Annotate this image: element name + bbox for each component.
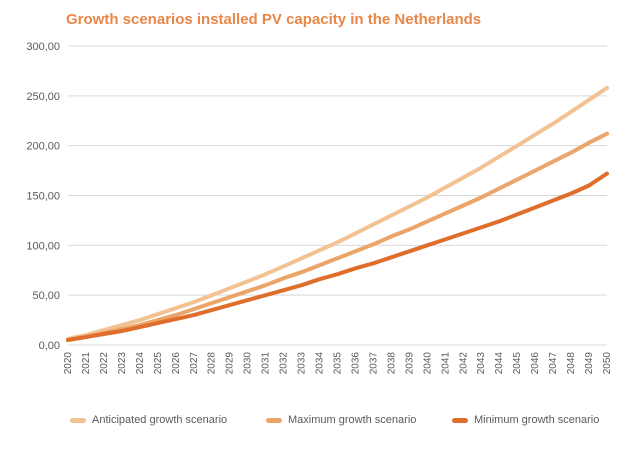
x-tick-label: 2023 bbox=[117, 352, 128, 375]
x-tick-label: 2044 bbox=[494, 352, 505, 375]
legend: Anticipated growth scenario Maximum grow… bbox=[0, 414, 640, 434]
x-tick-label: 2036 bbox=[350, 352, 361, 375]
x-tick-label: 2029 bbox=[225, 352, 236, 375]
x-tick-label: 2041 bbox=[440, 352, 451, 375]
legend-swatch-minimum bbox=[452, 417, 468, 423]
x-tick-label: 2035 bbox=[333, 352, 344, 375]
x-tick-label: 2022 bbox=[99, 352, 110, 375]
x-tick-label: 2027 bbox=[189, 352, 200, 375]
x-tick-label: 2032 bbox=[279, 352, 290, 375]
x-tick-label: 2030 bbox=[243, 352, 254, 375]
y-tick-label: 250,00 bbox=[26, 91, 60, 103]
x-tick-label: 2049 bbox=[584, 352, 595, 375]
legend-label-maximum: Maximum growth scenario bbox=[288, 414, 417, 426]
y-tick-label: 0,00 bbox=[39, 340, 60, 352]
y-axis-ticks: 0,00 50,00 100,00 150,00 200,00 250,00 300,00 bbox=[26, 41, 60, 352]
x-tick-label: 2026 bbox=[171, 352, 182, 375]
legend-label-anticipated: Anticipated growth scenario bbox=[92, 414, 228, 426]
series-line-minimum bbox=[66, 171, 609, 342]
x-tick-label: 2020 bbox=[63, 352, 74, 375]
y-tick-label: 50,00 bbox=[32, 290, 60, 302]
y-tick-label: 200,00 bbox=[26, 141, 60, 153]
legend-item-maximum: Maximum growth scenario bbox=[266, 414, 416, 426]
x-tick-label: 2037 bbox=[368, 352, 379, 375]
grid-lines bbox=[68, 45, 607, 346]
y-tick-label: 150,00 bbox=[26, 191, 60, 203]
x-tick-label: 2031 bbox=[261, 352, 272, 375]
legend-swatch-maximum bbox=[266, 417, 282, 423]
x-tick-label: 2025 bbox=[153, 352, 164, 375]
x-tick-label: 2045 bbox=[512, 352, 523, 375]
y-tick-label: 100,00 bbox=[26, 240, 60, 252]
series-line-anticipated bbox=[66, 85, 609, 341]
series-lines bbox=[66, 85, 609, 342]
x-tick-label: 2033 bbox=[297, 352, 308, 375]
x-tick-label: 2024 bbox=[135, 352, 146, 375]
x-axis-ticks: 2020 2021 2022 2023 2024 2025 2026 2027 2028 2029… bbox=[63, 352, 613, 375]
y-tick-label: 300,00 bbox=[26, 41, 60, 53]
chart-title: Growth scenarios installed PV capacity i… bbox=[66, 11, 482, 28]
legend-item-anticipated: Anticipated growth scenario bbox=[70, 414, 227, 426]
series-line-maximum bbox=[66, 131, 609, 342]
legend-item-minimum: Minimum growth scenario bbox=[452, 414, 599, 426]
x-tick-label: 2048 bbox=[566, 352, 577, 375]
x-tick-label: 2046 bbox=[530, 352, 541, 375]
x-tick-label: 2034 bbox=[315, 352, 326, 375]
x-tick-label: 2038 bbox=[386, 352, 397, 375]
x-tick-label: 2040 bbox=[422, 352, 433, 375]
x-tick-label: 2050 bbox=[602, 352, 613, 375]
legend-label-minimum: Minimum growth scenario bbox=[474, 414, 600, 426]
x-tick-label: 2043 bbox=[476, 352, 487, 375]
x-tick-label: 2042 bbox=[458, 352, 469, 375]
x-tick-label: 2021 bbox=[81, 352, 92, 375]
x-tick-label: 2039 bbox=[404, 352, 415, 375]
line-chart: 0,0050,00100,00150,00200,00250,00300,00 … bbox=[26, 41, 613, 375]
x-tick-label: 2047 bbox=[548, 352, 559, 375]
x-tick-label: 2028 bbox=[207, 352, 218, 375]
legend-swatch-anticipated bbox=[70, 417, 86, 423]
